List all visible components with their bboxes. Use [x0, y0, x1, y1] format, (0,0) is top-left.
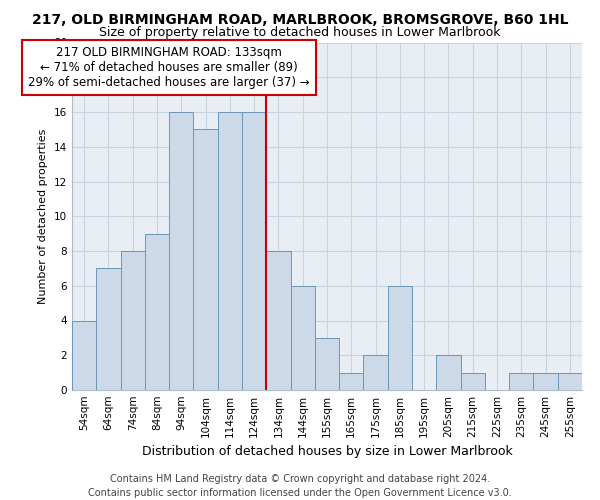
Bar [145, 234, 169, 390]
Y-axis label: Number of detached properties: Number of detached properties [38, 128, 49, 304]
Bar [558, 372, 582, 390]
Text: Contains HM Land Registry data © Crown copyright and database right 2024.
Contai: Contains HM Land Registry data © Crown c… [88, 474, 512, 498]
X-axis label: Distribution of detached houses by size in Lower Marlbrook: Distribution of detached houses by size … [142, 446, 512, 458]
Bar [339, 372, 364, 390]
Bar [96, 268, 121, 390]
Bar [72, 320, 96, 390]
Bar [121, 251, 145, 390]
Bar [436, 355, 461, 390]
Bar [461, 372, 485, 390]
Bar [364, 355, 388, 390]
Bar [509, 372, 533, 390]
Bar [242, 112, 266, 390]
Bar [290, 286, 315, 390]
Text: 217 OLD BIRMINGHAM ROAD: 133sqm
← 71% of detached houses are smaller (89)
29% of: 217 OLD BIRMINGHAM ROAD: 133sqm ← 71% of… [28, 46, 310, 89]
Bar [266, 251, 290, 390]
Bar [315, 338, 339, 390]
Bar [388, 286, 412, 390]
Text: 217, OLD BIRMINGHAM ROAD, MARLBROOK, BROMSGROVE, B60 1HL: 217, OLD BIRMINGHAM ROAD, MARLBROOK, BRO… [32, 12, 568, 26]
Bar [533, 372, 558, 390]
Text: Size of property relative to detached houses in Lower Marlbrook: Size of property relative to detached ho… [99, 26, 501, 39]
Bar [193, 130, 218, 390]
Bar [169, 112, 193, 390]
Bar [218, 112, 242, 390]
